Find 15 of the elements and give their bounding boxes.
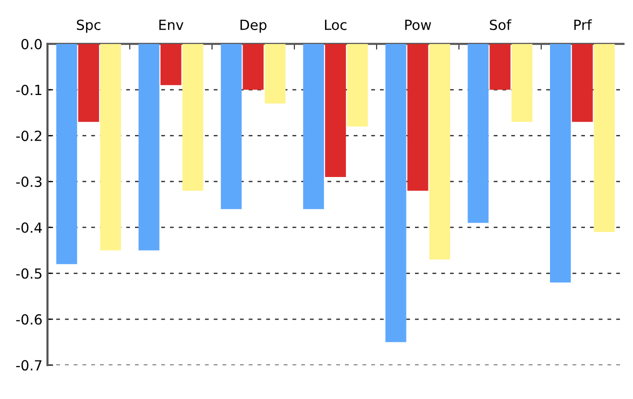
y-tick-label: -0.3 [16, 176, 42, 188]
x-tick-label: Dep [240, 20, 266, 33]
y-tick-label: -0.1 [16, 84, 42, 96]
y-tick-label: -0.4 [16, 222, 42, 233]
y-tick-label: -0.2 [16, 130, 42, 142]
y-tick-label: -0.7 [16, 360, 42, 371]
x-tick-label: Pow [405, 20, 432, 30]
y-tick-label: -0.6 [16, 314, 42, 325]
x-tick-label: Env [159, 20, 184, 30]
x-tick-label: Loc [325, 20, 346, 30]
x-tick-label: Spc [76, 20, 100, 33]
x-tick-label: Prf [574, 19, 592, 30]
y-tick-label: 0.0 [21, 38, 42, 50]
x-tick-label: Sof [490, 19, 512, 30]
y-tick-label: -0.5 [16, 268, 42, 279]
